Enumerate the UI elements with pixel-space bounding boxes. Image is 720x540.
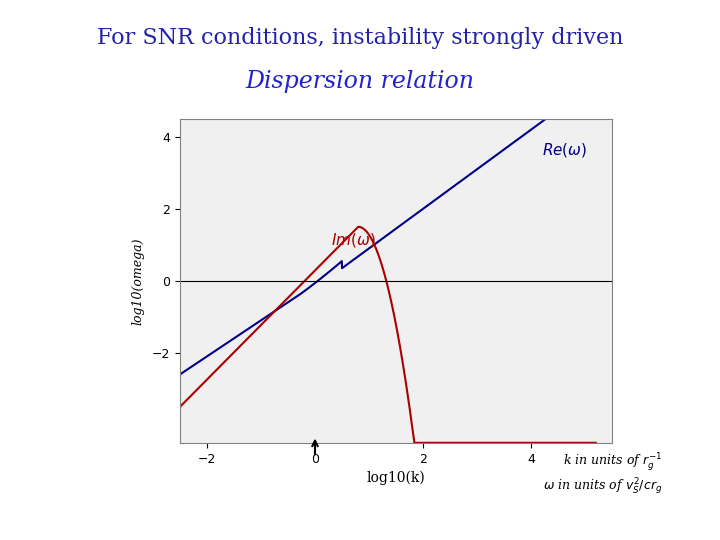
Text: $kr_g=1$: $kr_g=1$ [0, 539, 1, 540]
Text: For SNR conditions, instability strongly driven: For SNR conditions, instability strongly… [96, 27, 624, 49]
Text: Dispersion relation: Dispersion relation [246, 70, 474, 93]
Y-axis label: log10(omega): log10(omega) [132, 237, 145, 325]
Text: $Re(\omega)$: $Re(\omega)$ [541, 141, 587, 159]
X-axis label: log10(k): log10(k) [366, 471, 426, 485]
Text: $Im(\omega)$: $Im(\omega)$ [331, 231, 376, 249]
Text: k in units of $r_g^{-1}$
$\omega$ in units of $v_S^2/cr_g$: k in units of $r_g^{-1}$ $\omega$ in uni… [543, 451, 662, 497]
